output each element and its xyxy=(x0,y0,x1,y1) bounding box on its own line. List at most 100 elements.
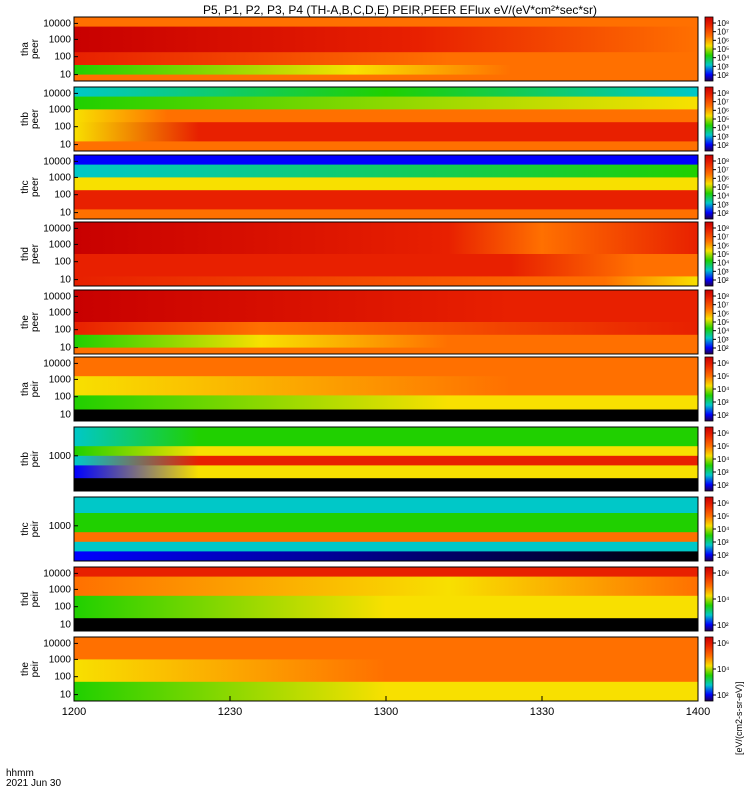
y-tick-label: 1000 xyxy=(49,654,72,665)
colorbar-tick-label: 10⁶ xyxy=(717,241,729,250)
y-tick-label: 100 xyxy=(54,122,71,133)
colorbar-tick-label: 10² xyxy=(717,481,729,490)
colorbar-tick-label: 10⁴ xyxy=(717,259,730,268)
colorbar xyxy=(704,636,714,702)
spectrogram-band xyxy=(74,567,698,578)
y-tick-label: 10000 xyxy=(43,358,71,369)
spectrogram-band xyxy=(74,455,698,466)
colorbar-tick-label: 10⁸ xyxy=(717,19,729,28)
spectrogram-band xyxy=(74,190,698,210)
colorbar-tick-label: 10⁵ xyxy=(717,442,729,451)
colorbar-tick-label: 10⁷ xyxy=(717,233,729,242)
colorbar-tick-label: 10⁴ xyxy=(717,192,730,201)
colorbar-tick-label: 10⁶ xyxy=(717,499,729,508)
colorbar-tick-label: 10³ xyxy=(717,538,729,547)
panel-thc-peir: thc peir 1000 10⁶ 10⁵ 10⁴ 10³ 10² xyxy=(20,496,730,562)
colorbar xyxy=(704,221,714,287)
y-tick-label: 10 xyxy=(60,690,72,701)
y-tick-label: 10000 xyxy=(43,291,71,302)
spectrogram-band xyxy=(74,109,698,123)
spectrogram-band xyxy=(74,122,698,142)
colorbar-tick-label: 10⁵ xyxy=(717,183,729,192)
spectrogram-band xyxy=(74,87,698,98)
colorbar-tick-label: 10⁶ xyxy=(717,359,729,368)
spectrogram-band xyxy=(74,618,698,632)
colorbar xyxy=(704,154,714,220)
colorbar-tick-label: 10⁴ xyxy=(717,54,730,63)
panel-frame xyxy=(73,154,699,220)
colorbar-tick-label: 10² xyxy=(717,71,729,80)
spectrogram-band xyxy=(74,164,698,178)
figure-title: P5, P1, P2, P3, P4 (TH-A,B,C,D,E) PEIR,P… xyxy=(203,3,597,17)
colorbar-tick-label: 10³ xyxy=(717,398,729,407)
panel-label-probe: tha xyxy=(20,42,31,56)
colorbar-tick-label: 10⁵ xyxy=(717,318,729,327)
colorbar-tick-label: 10⁶ xyxy=(717,569,729,578)
colorbar-tick-label: 10⁴ xyxy=(717,665,730,674)
date-label: 2021 Jun 30 xyxy=(6,778,61,789)
panel-label-type: peir xyxy=(30,380,41,397)
panel-label-probe: thd xyxy=(20,592,31,606)
y-tick-label: 100 xyxy=(54,325,71,336)
panel-thb-peir: thb peir 1000 10⁶ 10⁵ 10⁴ 10³ 10² xyxy=(20,426,730,492)
y-tick-label: 100 xyxy=(54,257,71,268)
panel-label-type: peer xyxy=(30,311,41,332)
colorbar-tick-label: 10² xyxy=(717,621,729,630)
y-tick-label: 1000 xyxy=(49,584,72,595)
panel-label-type: peir xyxy=(30,520,41,537)
y-tick-label: 1000 xyxy=(49,374,72,385)
spectrogram-band xyxy=(74,347,698,355)
panel-frame xyxy=(73,496,699,562)
colorbar-tick-label: 10⁸ xyxy=(717,89,729,98)
spectrogram-band xyxy=(74,96,698,110)
colorbar-tick-label: 10⁶ xyxy=(717,36,729,45)
panel-label-type: peer xyxy=(30,108,41,129)
spectrogram-band xyxy=(74,209,698,220)
colorbar-tick-label: 10³ xyxy=(717,267,729,276)
spectrogram-band xyxy=(74,478,698,492)
panel-label-type: peir xyxy=(30,590,41,607)
spectrogram-band xyxy=(74,541,698,552)
y-tick-label: 10 xyxy=(60,620,72,631)
x-tick-label: 1400 xyxy=(686,706,710,718)
panels: tha peer1000010001001010⁸10⁷10⁶10⁵10⁴10³1… xyxy=(20,16,730,702)
y-tick-label: 100 xyxy=(54,52,71,63)
colorbar-tick-label: 10³ xyxy=(717,335,729,344)
y-tick-label: 100 xyxy=(54,392,71,403)
panel-label-probe: thc xyxy=(20,180,31,193)
colorbar-tick-label: 10⁶ xyxy=(717,639,729,648)
y-tick-label: 10000 xyxy=(43,156,71,167)
y-tick-label: 100 xyxy=(54,602,71,613)
panel-frame xyxy=(73,289,699,355)
panel-label-probe: thb xyxy=(20,112,31,126)
y-tick-label: 1000 xyxy=(49,521,72,532)
colorbar-tick-label: 10² xyxy=(717,411,729,420)
y-tick-label: 10000 xyxy=(43,568,71,579)
spectrogram-band xyxy=(74,290,698,323)
y-tick-label: 1000 xyxy=(49,172,72,183)
spectrogram-band xyxy=(74,532,698,543)
colorbar-tick-label: 10⁷ xyxy=(717,301,729,310)
spectrogram-band xyxy=(74,497,698,514)
colorbar xyxy=(704,16,714,82)
y-tick-label: 10000 xyxy=(43,638,71,649)
colorbar-tick-label: 10⁶ xyxy=(717,174,729,183)
spectrogram-band xyxy=(74,65,698,76)
colorbar-tick-label: 10⁵ xyxy=(717,512,729,521)
spectrogram-band xyxy=(74,376,698,396)
spectrogram-band xyxy=(74,155,698,166)
colorbar-tick-label: 10⁵ xyxy=(717,372,729,381)
colorbar xyxy=(704,356,714,422)
spectrogram-band xyxy=(74,659,698,683)
colorbar-tick-label: 10³ xyxy=(717,62,729,71)
colorbar-tick-label: 10⁸ xyxy=(717,224,729,233)
colorbar xyxy=(704,496,714,562)
panel-label-probe: thb xyxy=(20,452,31,466)
panel-label-type: peer xyxy=(30,176,41,197)
panel-frame xyxy=(73,16,699,82)
